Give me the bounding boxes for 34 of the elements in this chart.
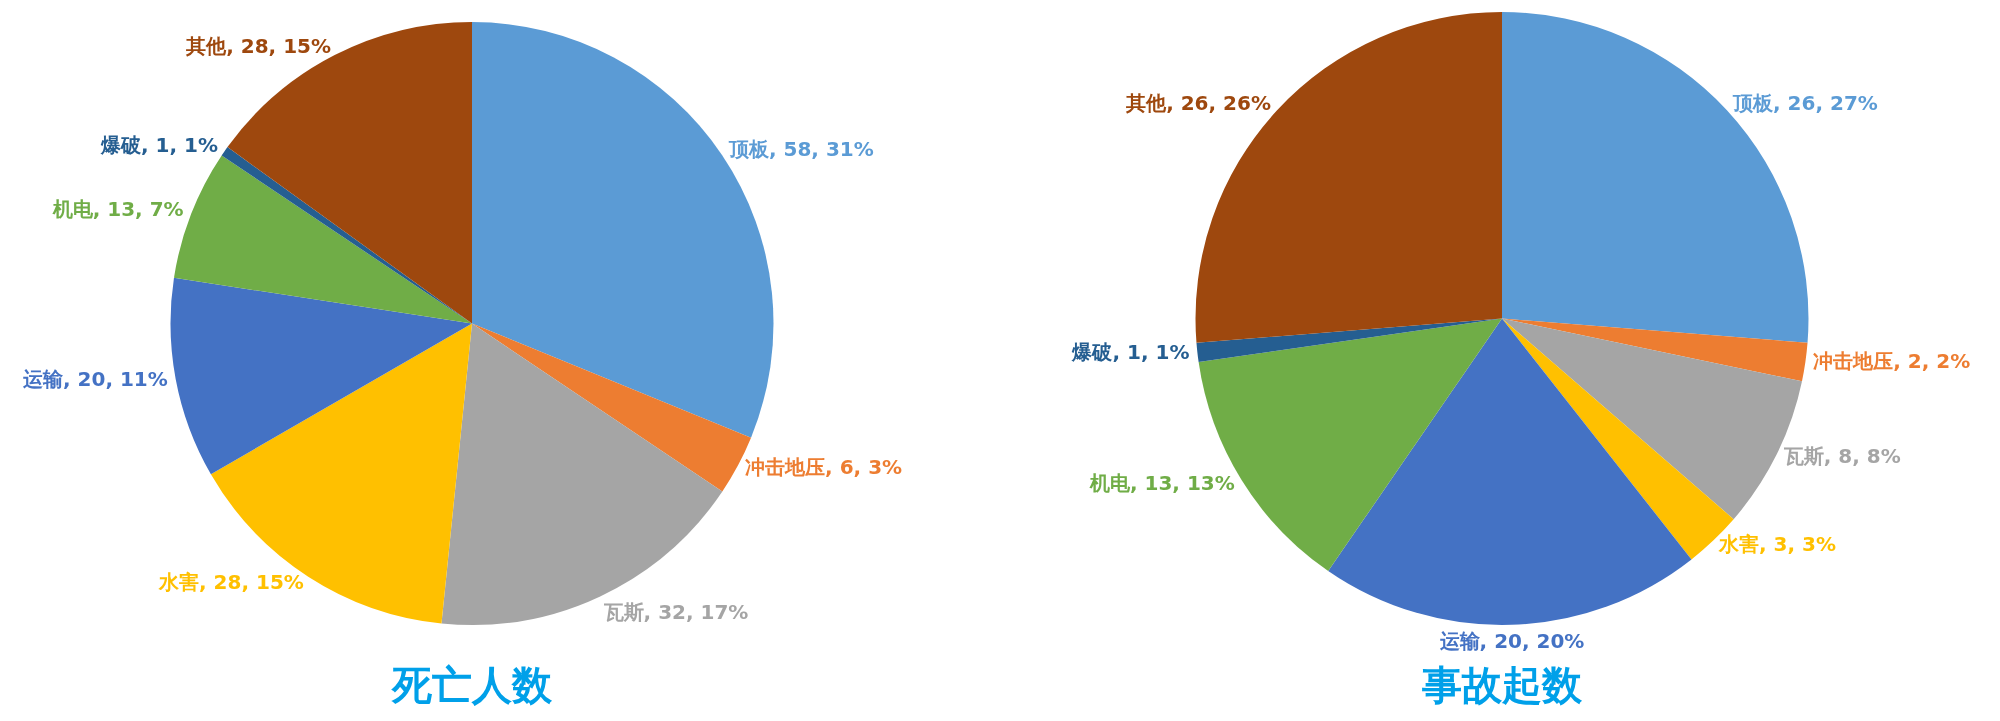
slice-label: 顶板 (1732, 91, 1775, 116)
slice-label: 爆破 (1071, 339, 1114, 364)
data-label: , 28, 15% (226, 34, 332, 59)
data-label: , 6, 3% (825, 455, 903, 480)
slice-label: 爆破 (99, 132, 142, 157)
data-label: , 13, 13% (1129, 470, 1235, 495)
data-label: , 3, 3% (1759, 532, 1837, 557)
data-label: , 20, 11% (63, 366, 168, 391)
data-label: , 2, 2% (1893, 349, 1971, 374)
slice-label: 水害 (1718, 532, 1760, 557)
slice-label: 运输 (1438, 629, 1481, 654)
slice-label: 运输 (22, 366, 64, 391)
data-label: , 26, 27% (1773, 91, 1878, 116)
data-label: , 1, 1% (140, 132, 218, 157)
text: 死亡人数 (391, 662, 553, 709)
slice-label: 其他 (185, 34, 228, 59)
data-label: , 26, 26% (1166, 91, 1271, 116)
data-label: , 13, 7% (92, 197, 184, 222)
data-label: , 8, 8% (1823, 444, 1901, 469)
slice-label: 冲击地压 (745, 455, 826, 480)
text: 事故起数 (1421, 662, 1583, 709)
slice-label: 机电 (1088, 470, 1131, 495)
slice-label: 冲击地压 (1813, 349, 1894, 374)
slice-label: 其他 (1125, 91, 1168, 116)
slice-label: 机电 (51, 197, 94, 222)
slice-label: 顶板 (727, 137, 770, 162)
data-label: , 20, 20% (1479, 629, 1585, 654)
data-label: , 1, 1% (1112, 339, 1190, 364)
data-label: , 58, 31% (768, 137, 874, 162)
slice-label: 瓦斯 (602, 599, 644, 624)
slice-label: 瓦斯 (1782, 444, 1824, 469)
data-label: , 28, 15% (199, 569, 304, 594)
data-label: , 32, 17% (643, 599, 749, 624)
slice-label: 水害 (158, 569, 200, 594)
